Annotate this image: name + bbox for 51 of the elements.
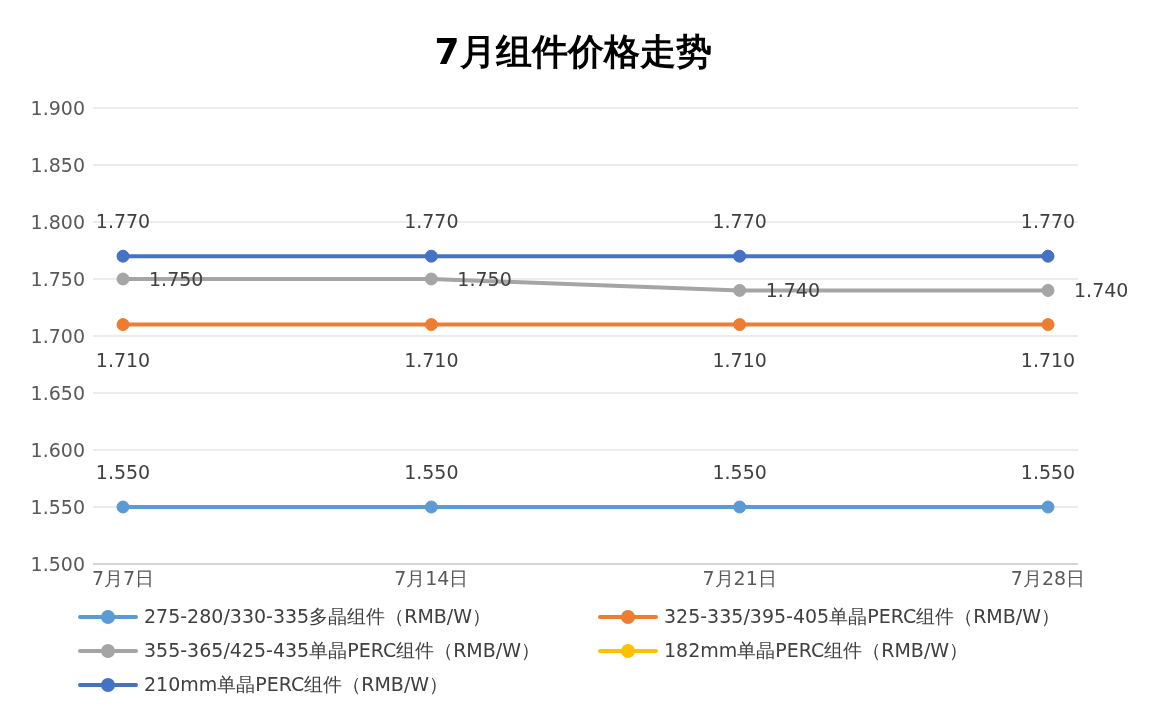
point (733, 249, 747, 263)
point (116, 272, 130, 286)
x-tick-label: 7月14日 (394, 567, 469, 590)
data-label: 1.550 (1020, 461, 1076, 483)
y-tick-label: 1.700 (30, 324, 85, 347)
data-label: 1.710 (95, 348, 151, 371)
legend-label: 355-365/425-435单晶PERC组件（RMB/W） (144, 638, 540, 663)
legend-label: 210mm单晶PERC组件（RMB/W） (144, 672, 449, 697)
x-tick-label: 7月7日 (91, 567, 155, 590)
data-label: 1.710 (404, 348, 459, 371)
data-label: 1.710 (712, 348, 767, 371)
point (733, 500, 747, 514)
y-tick-label: 1.650 (30, 381, 85, 404)
y-tick-label: 1.600 (30, 438, 85, 461)
point (424, 249, 438, 263)
data-label: 1.750 (149, 268, 204, 290)
data-label: 1.710 (1020, 348, 1076, 371)
point (1041, 500, 1055, 514)
point (424, 272, 438, 286)
point (733, 283, 747, 297)
point (1041, 249, 1055, 263)
point (1041, 283, 1055, 297)
data-label: 1.750 (457, 268, 512, 290)
data-label: 1.550 (712, 461, 767, 483)
y-tick-label: 1.550 (30, 495, 85, 518)
y-tick-label: 1.500 (30, 552, 85, 575)
y-tick-label: 1.850 (30, 153, 85, 176)
x-tick-label: 7月28日 (1010, 567, 1086, 590)
data-label: 1.740 (1074, 279, 1129, 302)
legend-label: 275-280/330-335多晶组件（RMB/W） (144, 604, 491, 629)
chart-title: 7月组件价格走势 (433, 30, 713, 74)
data-label: 1.770 (95, 210, 151, 233)
y-tick-label: 1.800 (30, 210, 85, 233)
point (116, 500, 130, 514)
point (1041, 318, 1055, 332)
data-label: 1.740 (765, 279, 821, 302)
data-label: 1.770 (712, 210, 767, 233)
legend-label: 182mm单晶PERC组件（RMB/W） (664, 638, 969, 663)
data-label: 1.550 (404, 461, 459, 483)
data-label: 1.770 (1020, 210, 1076, 233)
point (424, 318, 438, 332)
y-tick-label: 1.750 (30, 267, 85, 290)
point (733, 318, 747, 332)
point (424, 500, 438, 514)
data-label: 1.550 (95, 461, 151, 483)
legend-label: 325-335/395-405单晶PERC组件（RMB/W） (664, 604, 1060, 629)
point (116, 318, 130, 332)
point (116, 249, 130, 263)
y-tick-label: 1.900 (30, 96, 85, 119)
data-label: 1.770 (404, 210, 459, 233)
x-tick-label: 7月21日 (702, 567, 777, 590)
